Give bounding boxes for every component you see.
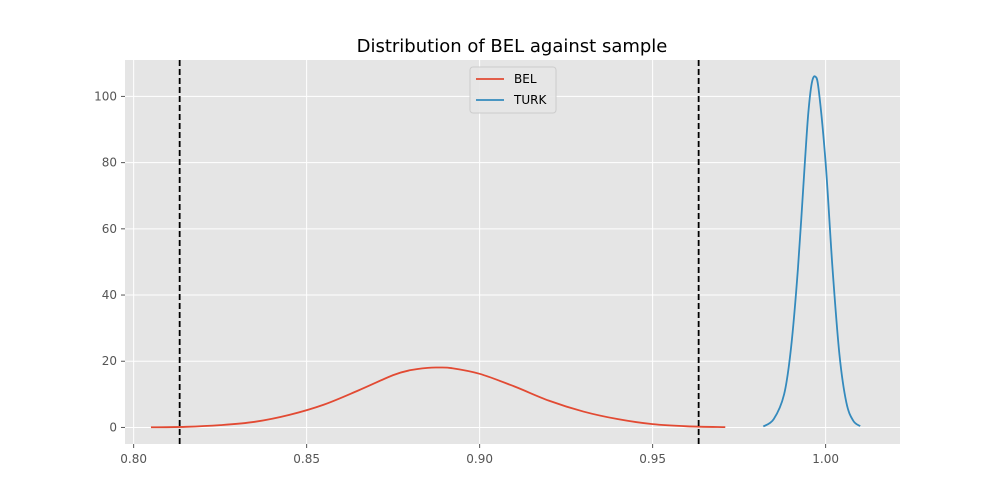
x-tick-label: 1.00 bbox=[812, 452, 839, 466]
y-tick-label: 100 bbox=[94, 89, 117, 103]
y-tick-label: 20 bbox=[102, 354, 117, 368]
y-tick-label: 80 bbox=[102, 156, 117, 170]
legend: BEL TURK bbox=[469, 66, 557, 114]
x-tick-label: 0.85 bbox=[293, 452, 320, 466]
y-tick-label: 40 bbox=[102, 288, 117, 302]
x-tick-label: 0.90 bbox=[466, 452, 493, 466]
legend-label-bel: BEL bbox=[514, 72, 537, 86]
y-tick-label: 60 bbox=[102, 222, 117, 236]
series-line-bel bbox=[150, 366, 726, 429]
x-tick-label: 0.80 bbox=[120, 452, 147, 466]
tick-labels: 0.80 0.85 0.90 0.95 1.00 0 20 40 60 80 100 bbox=[94, 89, 839, 466]
chart-title: Distribution of BEL against sample bbox=[357, 36, 668, 57]
y-tick-label: 0 bbox=[109, 420, 117, 434]
plot-area bbox=[125, 60, 900, 444]
series-line-turk bbox=[762, 75, 861, 428]
x-tick-label: 0.95 bbox=[639, 452, 666, 466]
reference-lines bbox=[178, 60, 700, 444]
legend-label-turk: TURK bbox=[513, 93, 547, 107]
series-layer bbox=[150, 75, 861, 429]
